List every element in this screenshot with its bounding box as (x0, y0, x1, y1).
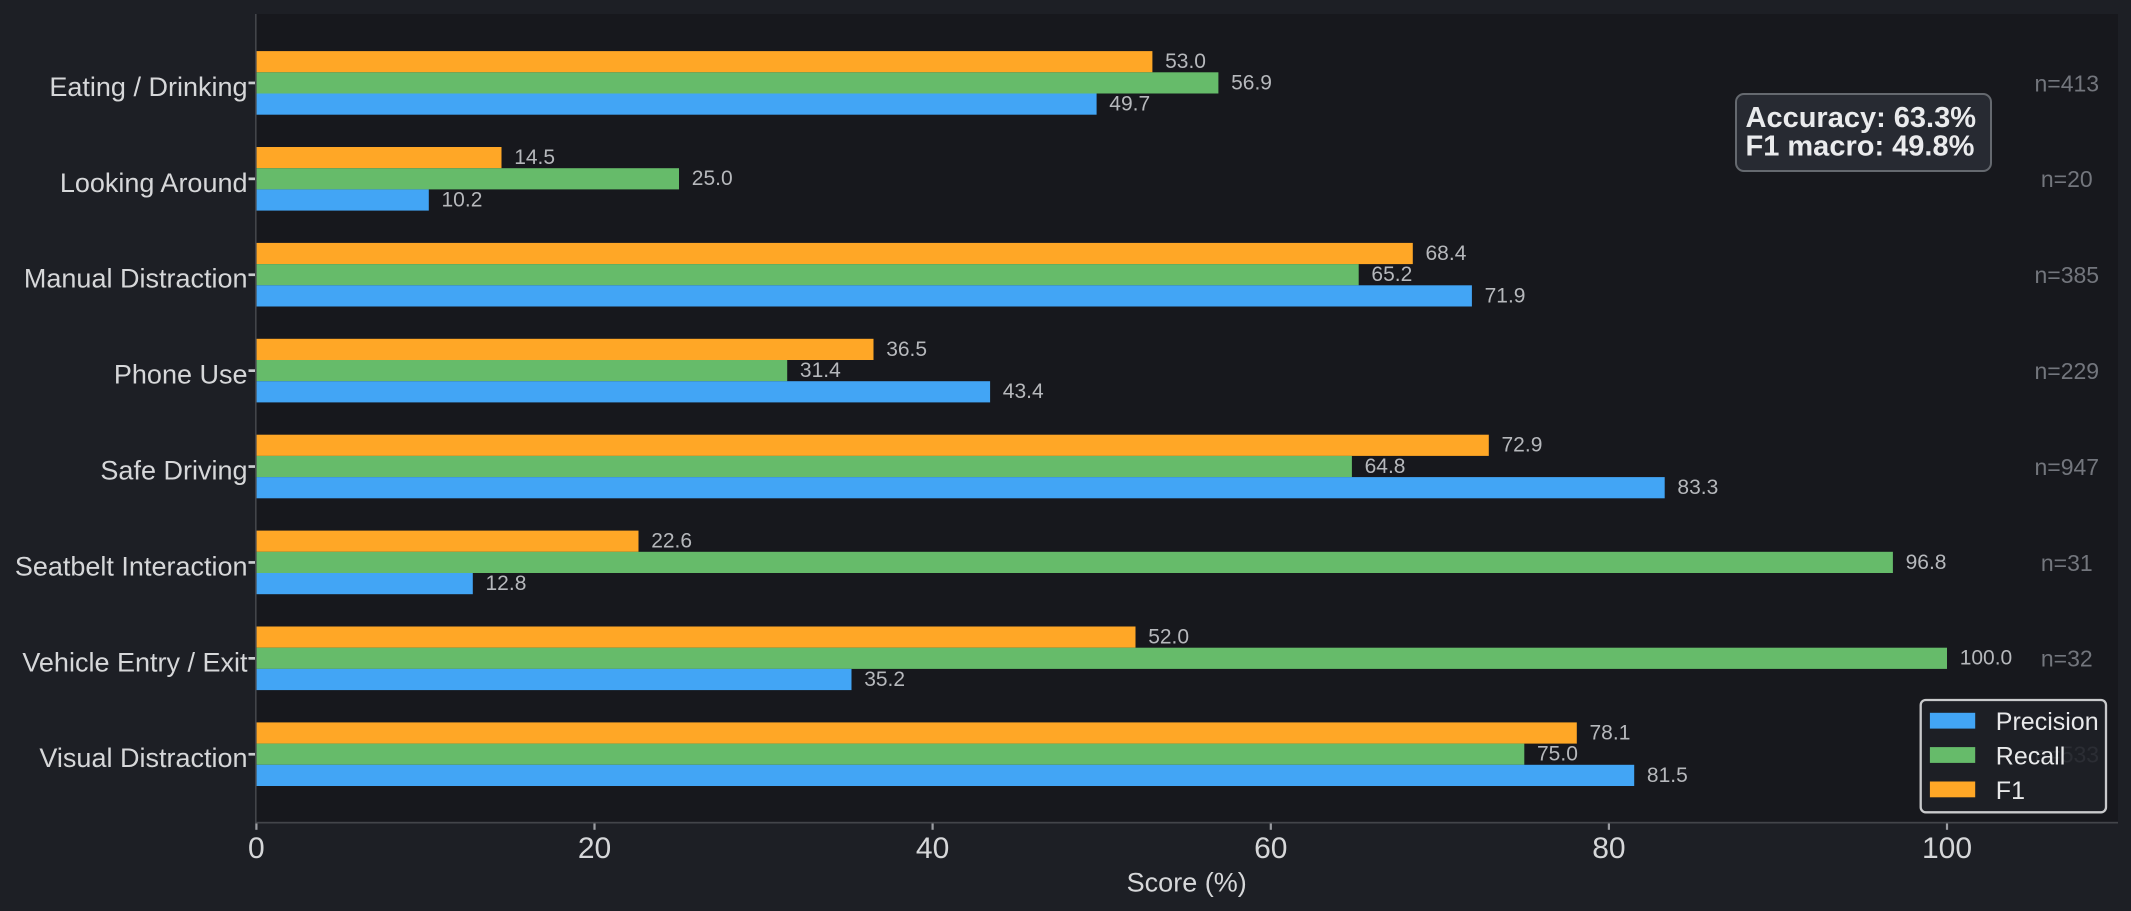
svg-text:35.2: 35.2 (864, 668, 905, 691)
svg-text:Safe Driving: Safe Driving (100, 456, 247, 486)
svg-text:53.0: 53.0 (1165, 50, 1206, 73)
svg-text:36.5: 36.5 (886, 338, 927, 361)
svg-text:n=20: n=20 (2041, 166, 2093, 192)
svg-text:Looking Around: Looking Around (60, 168, 248, 198)
svg-text:52.0: 52.0 (1148, 626, 1189, 649)
svg-text:72.9: 72.9 (1502, 434, 1543, 457)
svg-text:12.8: 12.8 (486, 572, 527, 595)
svg-text:81.5: 81.5 (1647, 764, 1688, 787)
svg-text:22.6: 22.6 (651, 530, 692, 553)
svg-text:Recall: Recall (1996, 743, 2065, 771)
svg-text:25.0: 25.0 (692, 167, 733, 190)
svg-text:68.4: 68.4 (1426, 242, 1467, 265)
svg-text:Vehicle Entry / Exit: Vehicle Entry / Exit (22, 647, 248, 677)
svg-text:71.9: 71.9 (1485, 284, 1526, 307)
svg-text:40: 40 (916, 832, 949, 865)
svg-text:Precision: Precision (1996, 708, 2099, 736)
svg-text:n=32: n=32 (2041, 646, 2093, 672)
svg-text:20: 20 (578, 832, 611, 865)
svg-text:64.8: 64.8 (1365, 455, 1406, 478)
svg-text:Phone Use: Phone Use (114, 360, 248, 390)
svg-text:Manual Distraction: Manual Distraction (24, 264, 248, 294)
svg-text:n=385: n=385 (2034, 262, 2099, 288)
svg-text:60: 60 (1254, 832, 1287, 865)
svg-text:0: 0 (248, 832, 265, 865)
svg-text:Eating / Drinking: Eating / Drinking (49, 72, 247, 102)
svg-text:75.0: 75.0 (1537, 743, 1578, 766)
svg-text:n=229: n=229 (2034, 358, 2099, 384)
svg-text:96.8: 96.8 (1906, 551, 1947, 574)
svg-text:31.4: 31.4 (800, 359, 841, 382)
svg-text:Accuracy: 63.3%: Accuracy: 63.3% (1746, 102, 1977, 134)
svg-text:49.7: 49.7 (1109, 93, 1150, 116)
svg-text:n=947: n=947 (2034, 454, 2099, 480)
svg-text:78.1: 78.1 (1590, 721, 1631, 744)
svg-text:14.5: 14.5 (514, 146, 555, 169)
svg-text:n=31: n=31 (2041, 550, 2093, 576)
svg-text:Visual Distraction: Visual Distraction (39, 743, 247, 773)
svg-text:100.0: 100.0 (1960, 647, 2013, 670)
svg-text:56.9: 56.9 (1231, 71, 1272, 94)
svg-text:Score (%): Score (%) (1127, 868, 1247, 898)
svg-text:F1 macro: 49.8%: F1 macro: 49.8% (1746, 131, 1975, 163)
svg-text:Seatbelt Interaction: Seatbelt Interaction (15, 551, 248, 581)
svg-text:100: 100 (1922, 832, 1972, 865)
svg-text:F1: F1 (1996, 777, 2025, 805)
svg-text:n=413: n=413 (2034, 70, 2099, 96)
svg-text:83.3: 83.3 (1677, 476, 1718, 499)
svg-text:65.2: 65.2 (1371, 263, 1412, 286)
svg-text:80: 80 (1592, 832, 1625, 865)
svg-text:43.4: 43.4 (1003, 380, 1044, 403)
svg-text:10.2: 10.2 (442, 188, 483, 211)
